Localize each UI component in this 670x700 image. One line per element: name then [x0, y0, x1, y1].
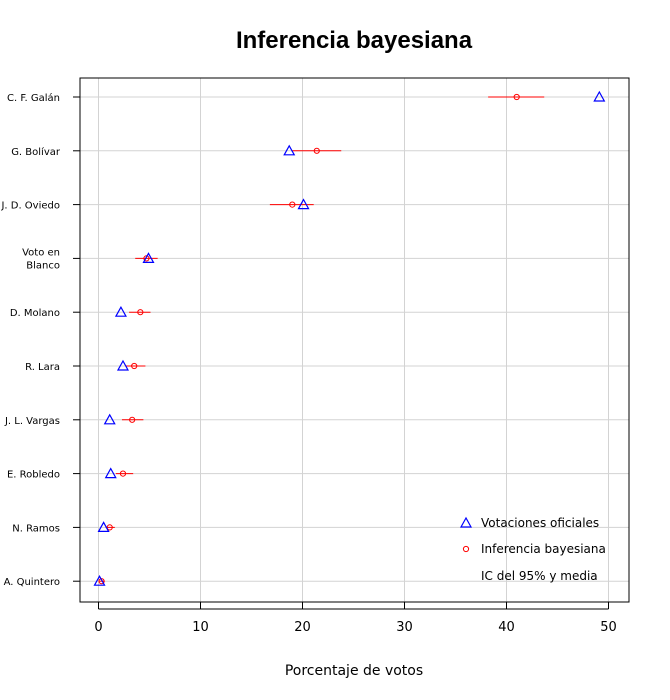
- y-tick-label: N. Ramos: [12, 523, 60, 534]
- triangle-point: [104, 467, 117, 479]
- triangle-point: [116, 359, 129, 371]
- legend-label: IC del 95% y media: [481, 569, 598, 583]
- y-tick-label: G. Bolívar: [11, 146, 61, 158]
- circle-point: [129, 416, 136, 423]
- y-axis: C. F. Galán G. Bolívar J. D. Oviedo Voto en…: [0, 92, 80, 588]
- y-tick-label: Voto en: [22, 247, 60, 258]
- y-tick-label: D. Molano: [10, 308, 60, 319]
- x-tick-label: 30: [396, 620, 413, 635]
- chart-title: Inferencia bayesiana: [236, 27, 473, 54]
- plot-frame: [79, 77, 630, 603]
- y-tick-label: C. F. Galán: [7, 92, 60, 104]
- y-tick-label: R. Lara: [25, 362, 60, 373]
- legend-label: Inferencia bayesiana: [481, 542, 606, 556]
- x-tick-label: 20: [294, 620, 311, 635]
- circle-point: [137, 309, 144, 316]
- x-tick-label: 0: [94, 620, 102, 635]
- circle-point: [313, 147, 320, 154]
- circle-point: [119, 470, 127, 477]
- grid: [80, 78, 629, 602]
- triangle-point: [283, 144, 296, 156]
- circle-point: [98, 578, 105, 585]
- triangle-point: [114, 305, 127, 317]
- data-markers: [93, 90, 606, 586]
- legend-label: Votaciones oficiales: [481, 516, 599, 530]
- confidence-intervals: [99, 96, 545, 582]
- triangle-point: [142, 252, 155, 263]
- triangle-point: [593, 90, 606, 102]
- legend-circle: [462, 545, 470, 553]
- circle-point: [513, 93, 520, 101]
- y-tick-label: E. Robledo: [7, 470, 60, 481]
- x-tick-label: 10: [192, 620, 209, 635]
- x-axis-title: Porcentaje de votos: [285, 663, 423, 679]
- triangle-point: [459, 516, 473, 528]
- circle-point: [106, 524, 113, 531]
- x-axis: 0 10 20 30 40 50: [94, 602, 617, 635]
- circle-point: [289, 201, 296, 208]
- x-tick-label: 40: [498, 620, 515, 635]
- triangle-point: [93, 574, 106, 586]
- triangle-point: [97, 521, 110, 533]
- triangle-point: [103, 413, 116, 425]
- y-tick-label: J. L. Vargas: [4, 416, 60, 427]
- y-tick-label: A. Quintero: [4, 577, 60, 588]
- y-tick-label: J. D. Oviedo: [0, 201, 60, 212]
- circle-point: [143, 255, 150, 262]
- triangle-point: [297, 198, 310, 210]
- circle-point: [131, 362, 138, 370]
- x-tick-label: 50: [600, 620, 617, 635]
- legend: Votaciones oficiales Inferencia bayesiana…: [459, 516, 606, 583]
- y-tick-label: Blanco: [26, 260, 60, 271]
